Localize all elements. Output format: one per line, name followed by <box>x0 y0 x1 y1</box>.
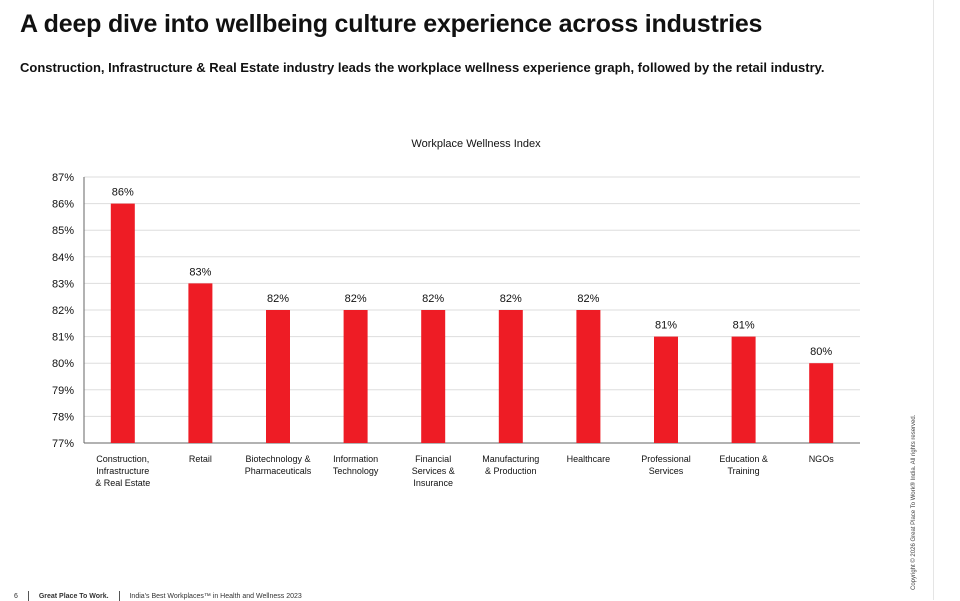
bar <box>110 203 135 443</box>
x-tick-label-line: Pharmaceuticals <box>245 466 312 476</box>
x-tick-label-line: Information <box>333 454 378 464</box>
footer-brand: Great Place To Work. <box>38 592 109 600</box>
x-tick-label: Manufacturing & Production <box>482 454 539 476</box>
y-tick-label: 87% <box>52 172 74 184</box>
x-tick-label-line: Retail <box>189 454 212 464</box>
x-tick-label: Professional Services <box>641 454 691 476</box>
x-tick-label: Healthcare <box>567 454 611 464</box>
page-number: 6 <box>14 592 18 600</box>
y-tick-label: 81% <box>52 332 74 344</box>
footer-divider <box>27 591 29 601</box>
x-tick-label-line: Professional <box>641 454 691 464</box>
y-tick-label: 78% <box>52 411 74 423</box>
x-tick-label-line: Insurance <box>413 478 453 488</box>
y-tick-label: 82% <box>52 305 74 317</box>
y-tick-label: 80% <box>52 358 74 370</box>
y-tick-label: 84% <box>52 252 74 264</box>
bar <box>421 310 446 443</box>
x-tick-label-line: Biotechnology & <box>245 454 310 464</box>
x-tick-label: Education & Training <box>719 454 768 476</box>
data-label: 81% <box>655 320 677 332</box>
data-label: 86% <box>112 187 134 199</box>
data-label: 82% <box>422 293 444 305</box>
x-tick-label-line: & Real Estate <box>95 478 150 488</box>
y-tick-label: 86% <box>52 199 74 211</box>
data-label: 82% <box>500 293 522 305</box>
x-tick-label-line: Training <box>728 466 760 476</box>
page-title: A deep dive into wellbeing culture exper… <box>20 10 763 38</box>
bar <box>654 336 678 443</box>
data-label: 82% <box>345 293 367 305</box>
x-tick-label: Retail <box>189 454 212 464</box>
x-tick-label: Information Technology <box>333 454 379 476</box>
page-subtitle: Construction, Infrastructure & Real Esta… <box>20 60 825 75</box>
y-tick-label: 79% <box>52 385 74 397</box>
x-tick-label: Financial Services & Insurance <box>412 454 455 488</box>
bar <box>576 310 601 443</box>
y-tick-label: 85% <box>52 225 74 237</box>
data-label: 82% <box>577 293 599 305</box>
x-tick-label-line: NGOs <box>809 454 835 464</box>
x-tick-label: Construction, Infrastructure & Real Estate <box>95 454 150 488</box>
x-tick-label-line: Technology <box>333 466 379 476</box>
data-label: 83% <box>189 266 211 278</box>
y-tick-label: 83% <box>52 278 74 290</box>
bar <box>498 310 523 443</box>
x-tick-label-line: Financial <box>415 454 451 464</box>
footer-report-title: India's Best Workplaces™ in Health and W… <box>129 592 302 600</box>
x-tick-label-line: Construction, <box>96 454 149 464</box>
page-edge-line <box>933 0 934 600</box>
bar <box>731 336 756 443</box>
data-label: 81% <box>733 320 755 332</box>
bar <box>188 283 213 443</box>
data-label: 82% <box>267 293 289 305</box>
x-tick-label-line: Education & <box>719 454 768 464</box>
bar <box>266 310 290 443</box>
x-tick-label-line: Services <box>649 466 684 476</box>
x-tick-label-line: Healthcare <box>567 454 611 464</box>
x-tick-label: NGOs <box>809 454 835 464</box>
data-label: 80% <box>810 346 832 358</box>
x-tick-label-line: & Production <box>485 466 537 476</box>
y-tick-label: 77% <box>52 438 74 450</box>
footer-divider <box>118 591 120 601</box>
bar <box>343 310 368 443</box>
x-tick-label-line: Manufacturing <box>482 454 539 464</box>
x-tick-label-line: Services & <box>412 466 455 476</box>
x-tick-label: Biotechnology & Pharmaceuticals <box>245 454 312 476</box>
bar <box>809 363 834 443</box>
copyright-note: Copyright © 2026 Great Place To Work® In… <box>911 414 917 590</box>
page-footer: 6 Great Place To Work. India's Best Work… <box>14 591 302 601</box>
x-tick-label-line: Infrastructure <box>96 466 149 476</box>
chart-title: Workplace Wellness Index <box>411 138 541 150</box>
